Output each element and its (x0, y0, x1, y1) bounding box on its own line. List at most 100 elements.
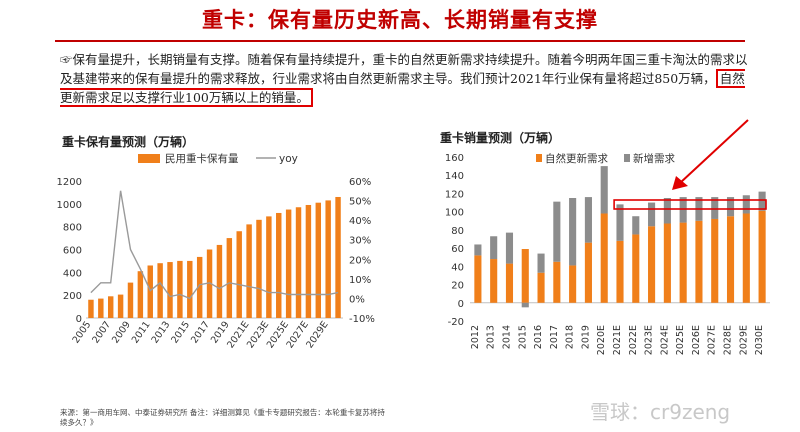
natural-demand-bar (521, 249, 529, 303)
right-ytick-label: 120 (445, 189, 464, 200)
right-xtick-label: 2023E (644, 325, 655, 355)
right-ytick-label: -20 (448, 317, 464, 328)
natural-demand-bar (711, 218, 719, 303)
holding-bar (305, 204, 312, 318)
natural-demand-bar (553, 261, 561, 303)
left-chart-title: 重卡保有量预测（万辆） (62, 135, 195, 149)
right-xtick-label: 2017 (549, 325, 560, 349)
right-ytick-label: 0% (349, 294, 365, 305)
left-xtick-label: 2005 (71, 319, 94, 345)
right-xtick-label: 2026E (691, 325, 702, 355)
right-ytick-label: 20% (349, 255, 371, 266)
new-demand-bar (569, 198, 577, 266)
holding-bar (335, 196, 341, 318)
right-ytick-label: 160 (445, 153, 464, 164)
legend-swatch-new (624, 154, 630, 162)
holding-bar (177, 260, 183, 318)
holding-bar (196, 256, 203, 318)
holding-bar (187, 260, 193, 318)
source-note: 来源：第一商用车网、中泰证券研究所 备注：详细测算见《重卡专题研究报告：本轮重卡… (60, 408, 385, 427)
right-ytick-label: 100 (445, 208, 464, 219)
legend-swatch-natural (536, 154, 542, 162)
left-ytick-label: 1000 (57, 200, 82, 211)
holding-bar (107, 296, 114, 318)
new-demand-bar (632, 216, 640, 235)
holding-bar (325, 200, 331, 318)
new-demand-bar (600, 166, 608, 214)
highlight-text: 自然更新需求足以支撑行业100万辆以上的销量。 (60, 69, 745, 107)
natural-demand-bar (663, 223, 671, 303)
left-ytick-label: 200 (63, 291, 82, 302)
right-xtick-label: 2015 (517, 325, 528, 349)
right-chart-title: 重卡销量预测（万辆） (440, 131, 561, 145)
holding-bar (206, 249, 213, 318)
right-xtick-label: 2018 (565, 325, 576, 349)
holding-bar (216, 244, 223, 318)
left-xtick-label: 2015 (169, 319, 192, 345)
new-demand-bar (726, 197, 735, 217)
summary-paragraph: ☞保有量提升，长期销量有支撑。随着保有量持续提升，重卡的自然更新需求持续提升。随… (60, 50, 750, 107)
right-xtick-label: 2025E (675, 325, 686, 355)
new-demand-bar (648, 202, 656, 227)
left-xtick-label: 2009 (110, 319, 133, 345)
natural-demand-bar (537, 272, 545, 303)
natural-demand-bar (616, 240, 624, 303)
new-demand-bar (663, 198, 671, 224)
holding-bar (276, 212, 282, 318)
right-ytick-label: 50% (349, 197, 371, 208)
yoy-line (90, 190, 339, 300)
legend-swatch-holding (138, 154, 160, 163)
annotation-arrow-shaft (679, 119, 749, 184)
holding-bar (147, 265, 153, 318)
highlight-box (613, 199, 767, 210)
new-demand-bar (742, 195, 750, 214)
holding-bar (315, 202, 322, 318)
right-ytick-label: 60 (451, 244, 464, 255)
legend-label-yoy: yoy (279, 153, 298, 165)
page-title: 重卡：保有量历史新高、长期销量有支撑 (202, 8, 598, 32)
holding-bar (285, 209, 292, 318)
left-xtick-label: 2017 (189, 319, 212, 345)
right-ytick-label: 140 (445, 171, 464, 182)
right-xtick-label: 2030E (754, 325, 765, 355)
holding-bar (236, 231, 242, 318)
right-ytick-label: 30% (349, 236, 371, 247)
new-demand-bar (537, 253, 545, 273)
summary-text: ☞保有量提升，长期销量有支撑。随着保有量持续提升，重卡的自然更新需求持续提升。随… (60, 52, 748, 86)
right-xtick-label: 2024E (659, 325, 670, 355)
new-demand-bar (505, 232, 514, 264)
right-ytick-label: 80 (451, 226, 464, 237)
new-demand-bar (679, 197, 687, 223)
holding-bar (88, 299, 94, 318)
right-xtick-label: 2016 (533, 325, 544, 349)
right-xtick-label: 2019 (580, 325, 591, 349)
holding-bar (137, 271, 144, 318)
natural-demand-bar (742, 213, 750, 303)
new-demand-bar (616, 204, 624, 241)
right-ytick-label: 40 (451, 262, 464, 273)
natural-demand-bar (505, 263, 514, 303)
natural-demand-bar (695, 220, 703, 303)
holding-bar (167, 262, 173, 318)
left-ytick-label: 400 (63, 268, 82, 279)
holding-bar (256, 219, 262, 318)
left-ytick-label: 0 (76, 314, 82, 325)
left-ytick-label: 1200 (57, 177, 82, 188)
natural-demand-bar (600, 213, 608, 303)
legend-label-holding: 民用重卡保有量 (165, 152, 239, 165)
right-ytick-label: 20 (451, 281, 464, 292)
legend-label-natural: 自然更新需求 (545, 152, 608, 165)
watermark: 雪球：cr9zeng (590, 400, 731, 424)
right-xtick-label: 2029E (738, 325, 749, 355)
natural-demand-bar (648, 226, 656, 303)
title-divider (55, 40, 745, 42)
right-xtick-label: 2022E (628, 325, 639, 355)
right-xtick-label: 2028E (723, 325, 734, 355)
holding-bar (117, 294, 124, 318)
new-demand-bar (474, 244, 482, 256)
holding-bar (226, 238, 233, 318)
new-demand-bar (584, 197, 592, 243)
natural-demand-bar (726, 216, 735, 303)
natural-demand-bar (584, 242, 592, 303)
